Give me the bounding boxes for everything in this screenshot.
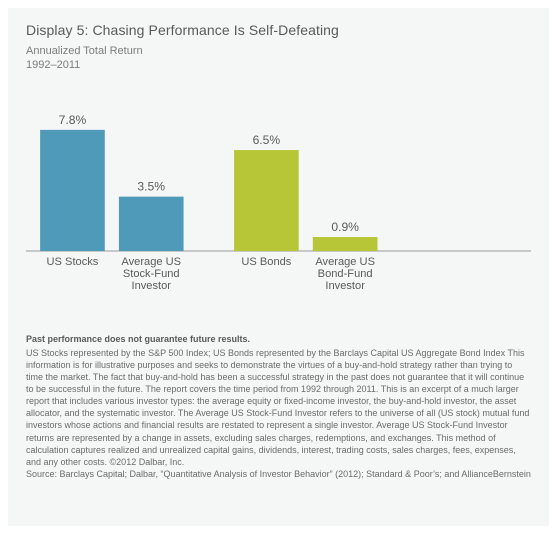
bar-chart: 7.8% US Stocks 3.5% Average USStock-FundInv… <box>26 101 531 301</box>
footnote-block: Past performance does not guarantee futu… <box>26 329 531 481</box>
display-panel: Display 5: Chasing Performance Is Self-D… <box>8 8 549 526</box>
footnote-source: Source: Barclays Capital; Dalbar, “Quant… <box>26 468 531 480</box>
bar-label-1: Average USStock-FundInvestor <box>121 256 181 292</box>
bar-label-2: US Bonds <box>241 256 291 268</box>
display-subtitle: Annualized Total Return <box>26 44 531 58</box>
bar-value-3: 0.9% <box>331 220 359 234</box>
bar-2 <box>234 150 299 251</box>
bar-value-0: 7.8% <box>59 113 87 127</box>
chart-container: 7.8% US Stocks 3.5% Average USStock-FundInv… <box>26 101 531 301</box>
bar-value-2: 6.5% <box>253 133 281 147</box>
bar-0 <box>40 129 105 250</box>
bar-3 <box>313 237 378 251</box>
bar-label-3: Average USBond-FundInvestor <box>315 256 375 292</box>
bar-value-1: 3.5% <box>137 179 165 193</box>
display-title: Display 5: Chasing Performance Is Self-D… <box>26 22 531 38</box>
footnote-body: US Stocks represented by the S&P 500 Ind… <box>26 347 531 468</box>
bar-1 <box>119 196 184 250</box>
bar-label-0: US Stocks <box>47 256 99 268</box>
footnote-lead: Past performance does not guarantee futu… <box>26 334 250 344</box>
display-years: 1992–2011 <box>26 58 531 72</box>
